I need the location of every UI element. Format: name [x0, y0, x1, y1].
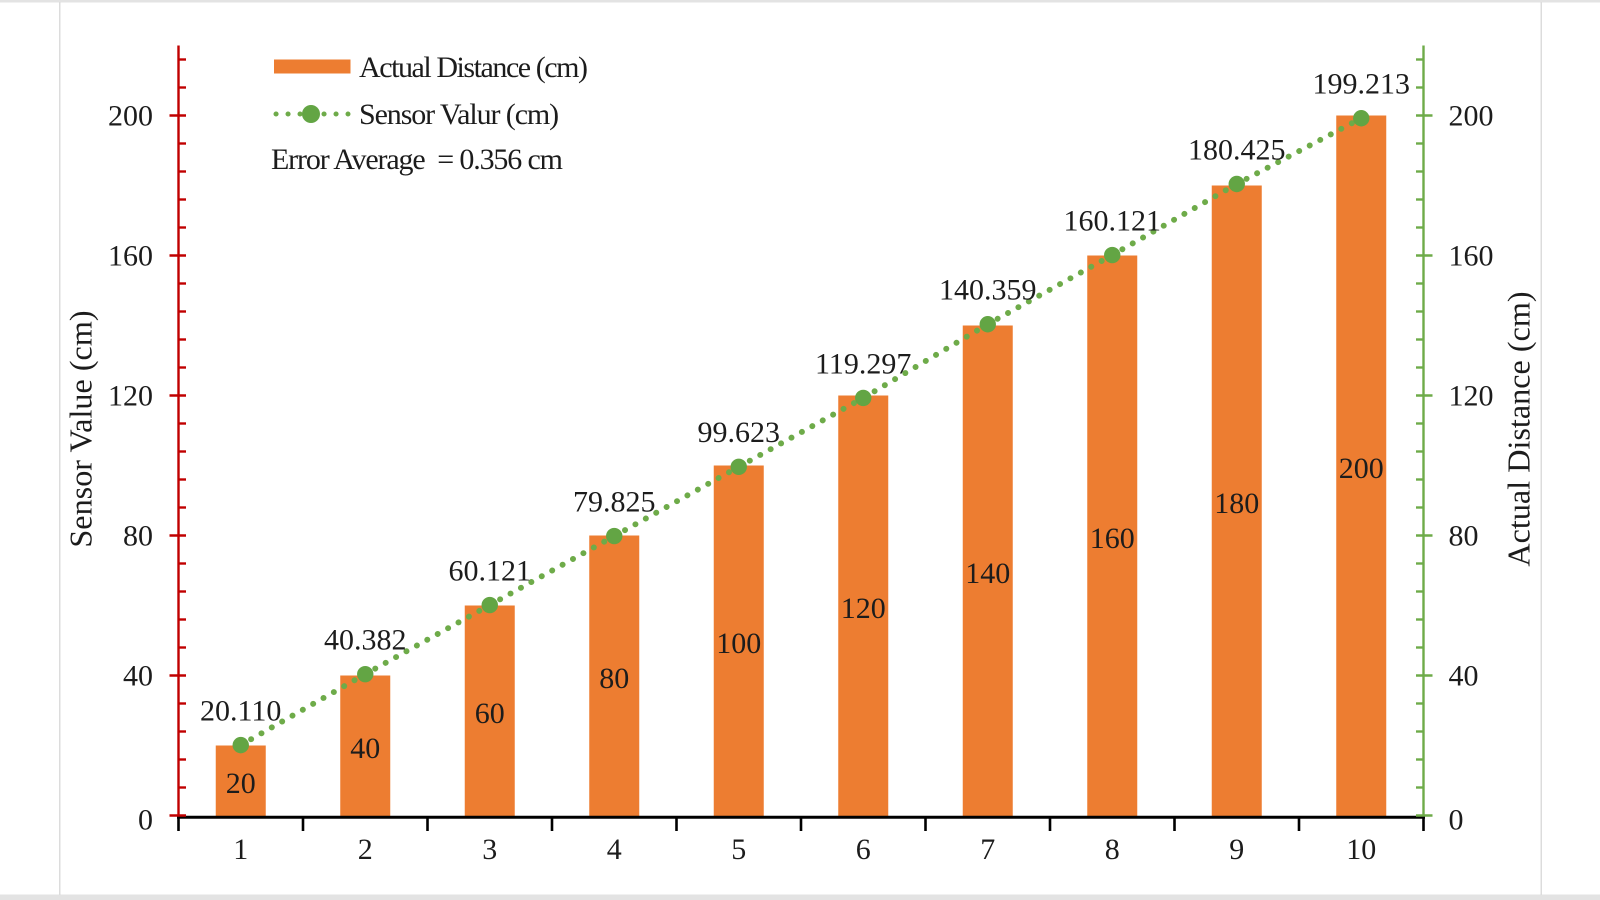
svg-text:199.213: 199.213: [1313, 68, 1411, 101]
svg-text:1: 1: [233, 833, 248, 866]
svg-text:180.425: 180.425: [1188, 133, 1286, 166]
svg-text:7: 7: [980, 833, 995, 866]
svg-text:99.623: 99.623: [698, 416, 781, 449]
svg-text:8: 8: [1105, 833, 1120, 866]
svg-text:140: 140: [965, 557, 1010, 590]
svg-text:200: 200: [1339, 452, 1384, 485]
svg-text:60.121: 60.121: [449, 554, 532, 587]
svg-text:40: 40: [350, 732, 380, 765]
svg-text:40.382: 40.382: [324, 624, 407, 657]
svg-text:0: 0: [1449, 804, 1464, 837]
svg-text:4: 4: [607, 833, 622, 866]
svg-text:200: 200: [1449, 100, 1494, 133]
svg-text:3: 3: [482, 833, 497, 866]
svg-text:2: 2: [358, 833, 373, 866]
svg-text:120: 120: [841, 592, 886, 625]
svg-text:160: 160: [1449, 240, 1494, 273]
svg-text:9: 9: [1229, 833, 1244, 866]
svg-text:Error Average = 0.356 cm: Error Average = 0.356 cm: [271, 143, 563, 176]
svg-text:0: 0: [138, 804, 153, 837]
svg-text:Actual Distance (cm): Actual Distance (cm): [1501, 291, 1537, 566]
svg-text:79.825: 79.825: [573, 486, 656, 519]
svg-text:Sensor Valur (cm): Sensor Valur (cm): [359, 98, 558, 131]
svg-text:40: 40: [1449, 660, 1479, 693]
svg-text:80: 80: [1449, 520, 1479, 553]
svg-text:20.110: 20.110: [200, 695, 281, 728]
svg-text:160.121: 160.121: [1064, 204, 1162, 237]
svg-text:Actual Distance (cm): Actual Distance (cm): [359, 51, 587, 84]
svg-text:140.359: 140.359: [939, 274, 1037, 307]
svg-text:120: 120: [108, 380, 153, 413]
svg-text:160: 160: [108, 240, 153, 273]
svg-text:10: 10: [1346, 833, 1376, 866]
svg-text:40: 40: [123, 660, 153, 693]
svg-text:160: 160: [1090, 522, 1135, 555]
svg-text:200: 200: [108, 100, 153, 133]
svg-text:80: 80: [123, 520, 153, 553]
svg-text:Sensor Value (cm): Sensor Value (cm): [63, 310, 99, 547]
svg-text:60: 60: [475, 697, 505, 730]
svg-text:6: 6: [856, 833, 871, 866]
svg-text:100: 100: [716, 627, 761, 660]
svg-text:5: 5: [731, 833, 746, 866]
svg-text:120: 120: [1449, 380, 1494, 413]
svg-text:80: 80: [599, 662, 629, 695]
svg-text:20: 20: [226, 767, 256, 800]
svg-text:119.297: 119.297: [815, 347, 911, 380]
svg-text:180: 180: [1214, 487, 1259, 520]
